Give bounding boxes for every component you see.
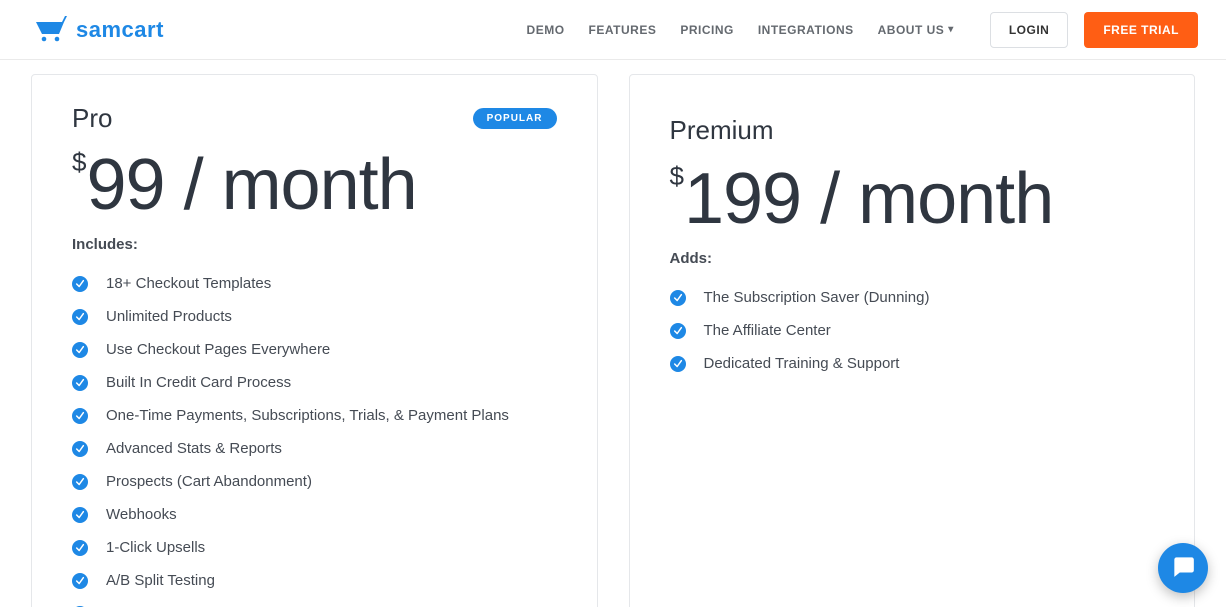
feature-item: Built In Credit Card Process — [72, 374, 557, 391]
free-trial-button[interactable]: FREE TRIAL — [1084, 12, 1198, 48]
plan-name-pro: Pro — [72, 103, 112, 134]
chat-launcher[interactable] — [1158, 543, 1208, 593]
nav-demo[interactable]: DEMO — [527, 23, 565, 37]
feature-text: 18+ Checkout Templates — [106, 275, 271, 292]
header-buttons: LOGIN FREE TRIAL — [990, 12, 1198, 48]
check-icon — [72, 540, 88, 556]
feature-list-premium: The Subscription Saver (Dunning) The Affi… — [670, 289, 1155, 372]
brand-wordmark: samcart — [76, 17, 164, 43]
chevron-down-icon: ▾ — [948, 24, 954, 35]
price-pro: $99 / month — [72, 144, 557, 226]
feature-text: Unlimited Products — [106, 308, 232, 325]
price-period-premium: / month — [801, 159, 1053, 239]
feature-text: Built In Credit Card Process — [106, 374, 291, 391]
feature-text: Advanced Stats & Reports — [106, 440, 282, 457]
plan-card-premium: Premium $199 / month Adds: The Subscript… — [629, 74, 1196, 607]
check-icon — [72, 408, 88, 424]
brand-logo[interactable]: samcart — [34, 16, 164, 44]
feature-item: 1-Click Upsells — [72, 539, 557, 556]
section-label-pro: Includes: — [72, 236, 557, 253]
currency-premium: $ — [670, 161, 684, 191]
login-button[interactable]: LOGIN — [990, 12, 1069, 48]
feature-text: A/B Split Testing — [106, 572, 215, 589]
feature-text: One-Time Payments, Subscriptions, Trials… — [106, 407, 509, 424]
feature-item: The Subscription Saver (Dunning) — [670, 289, 1155, 306]
feature-text: Prospects (Cart Abandonment) — [106, 473, 312, 490]
check-icon — [72, 441, 88, 457]
check-icon — [72, 375, 88, 391]
nav-integrations[interactable]: INTEGRATIONS — [758, 23, 854, 37]
feature-text: 1-Click Upsells — [106, 539, 205, 556]
feature-item: One-Time Payments, Subscriptions, Trials… — [72, 407, 557, 424]
feature-item: The Affiliate Center — [670, 322, 1155, 339]
check-icon — [670, 290, 686, 306]
feature-item: 18+ Checkout Templates — [72, 275, 557, 292]
plan-card-pro: Pro POPULAR $99 / month Includes: 18+ Ch… — [31, 74, 598, 607]
plan-name-premium: Premium — [670, 115, 774, 146]
feature-item: Unlimited Products — [72, 308, 557, 325]
check-icon — [670, 356, 686, 372]
check-icon — [72, 474, 88, 490]
feature-item: Use Checkout Pages Everywhere — [72, 341, 557, 358]
feature-text: Use Checkout Pages Everywhere — [106, 341, 330, 358]
feature-list-pro: 18+ Checkout Templates Unlimited Products… — [72, 275, 557, 607]
check-icon — [670, 323, 686, 339]
price-period-pro: / month — [165, 145, 417, 225]
pricing-section: Pro POPULAR $99 / month Includes: 18+ Ch… — [0, 60, 1226, 607]
check-icon — [72, 309, 88, 325]
price-premium: $199 / month — [670, 158, 1155, 240]
plan-header-pro: Pro POPULAR — [72, 103, 557, 134]
feature-item: Advanced Stats & Reports — [72, 440, 557, 457]
popular-badge: POPULAR — [473, 108, 557, 129]
chat-icon — [1170, 553, 1196, 584]
site-header: samcart DEMO FEATURES PRICING INTEGRATIO… — [0, 0, 1226, 60]
feature-item: Webhooks — [72, 506, 557, 523]
nav-about-us[interactable]: ABOUT US ▾ — [878, 23, 954, 37]
plan-header-premium: Premium — [670, 115, 1155, 146]
feature-text: The Affiliate Center — [704, 322, 831, 339]
check-icon — [72, 573, 88, 589]
price-value-premium: 199 — [684, 159, 801, 239]
primary-nav: DEMO FEATURES PRICING INTEGRATIONS ABOUT… — [527, 23, 954, 37]
feature-text: Webhooks — [106, 506, 177, 523]
section-label-premium: Adds: — [670, 250, 1155, 267]
check-icon — [72, 276, 88, 292]
cart-icon — [34, 16, 68, 44]
price-value-pro: 99 — [86, 145, 164, 225]
nav-about-us-label: ABOUT US — [878, 23, 945, 37]
feature-item: Dedicated Training & Support — [670, 355, 1155, 372]
nav-pricing[interactable]: PRICING — [680, 23, 734, 37]
nav-features[interactable]: FEATURES — [589, 23, 657, 37]
currency-pro: $ — [72, 147, 86, 177]
feature-text: Dedicated Training & Support — [704, 355, 900, 372]
feature-item: A/B Split Testing — [72, 572, 557, 589]
check-icon — [72, 507, 88, 523]
feature-item: Prospects (Cart Abandonment) — [72, 473, 557, 490]
check-icon — [72, 342, 88, 358]
feature-text: The Subscription Saver (Dunning) — [704, 289, 930, 306]
